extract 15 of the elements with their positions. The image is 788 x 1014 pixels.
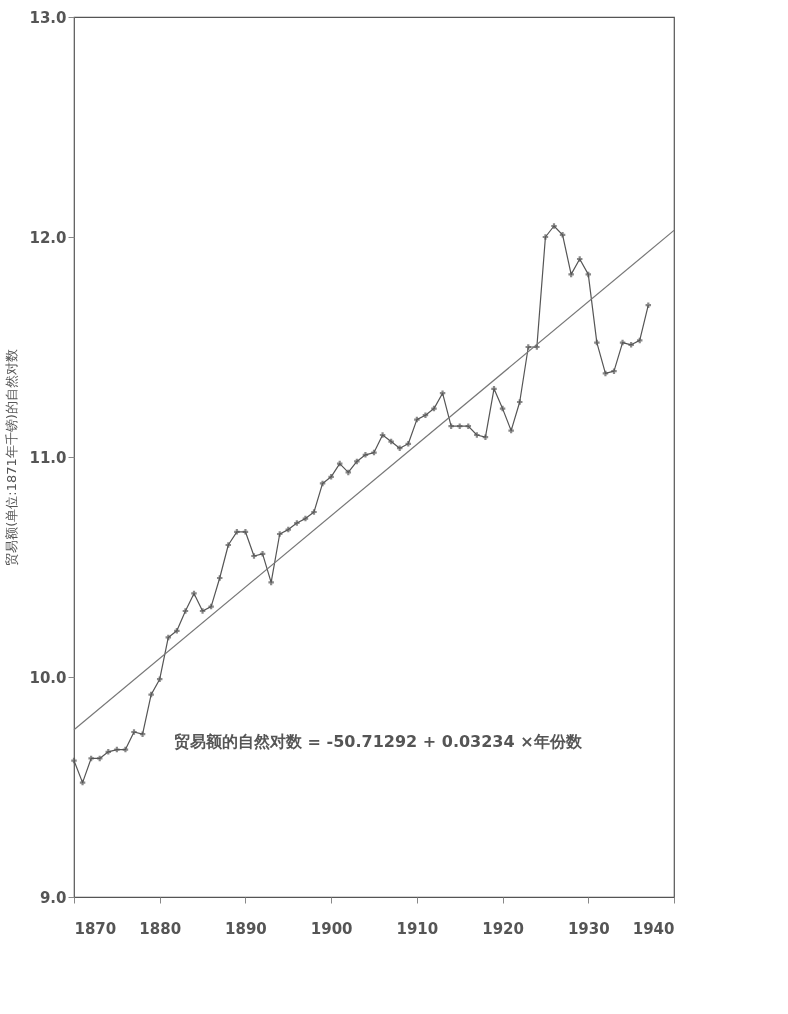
y-tick-label: 13.0	[29, 8, 67, 27]
y-tick-label: 9.0	[39, 888, 67, 907]
x-tick-label: 1900	[310, 919, 353, 938]
x-tick-label: 1880	[139, 919, 182, 938]
y-axis-title: 贸易额(单位:1871年千镑)的自然对数	[4, 349, 20, 566]
y-tick-label: 11.0	[29, 448, 67, 467]
x-tick-label: 1940	[632, 919, 675, 938]
annotation: 贸易额的自然对数 = -50.71292 + 0.03234 ×年份数	[174, 732, 583, 751]
y-tick-label: 12.0	[29, 228, 67, 247]
x-tick-label: 1870	[74, 919, 117, 938]
x-tick-label: 1890	[225, 919, 267, 938]
x-tick-label: 1910	[396, 919, 439, 938]
y-tick-label: 10.0	[29, 668, 67, 687]
x-tick-label: 1920	[482, 919, 524, 938]
x-tick-label: 1930	[567, 919, 610, 938]
